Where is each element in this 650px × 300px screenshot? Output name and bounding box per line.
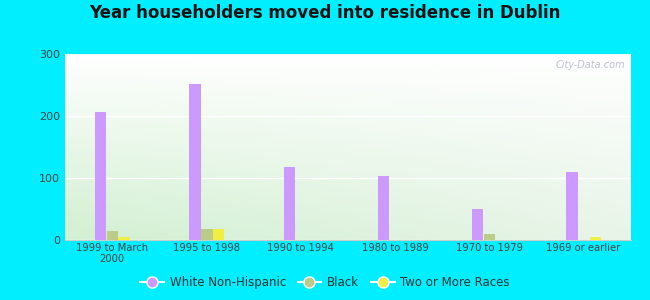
Bar [283,167,295,240]
Bar [566,172,578,240]
Bar [189,84,201,240]
Legend: White Non-Hispanic, Black, Two or More Races: White Non-Hispanic, Black, Two or More R… [135,272,515,294]
Bar [118,237,129,240]
Text: Year householders moved into residence in Dublin: Year householders moved into residence i… [89,4,561,22]
Bar [590,237,601,240]
Bar [202,229,213,240]
Bar [378,176,389,240]
Bar [484,234,495,240]
Bar [107,231,118,240]
Bar [95,112,107,240]
Bar [472,209,484,240]
Text: City-Data.com: City-Data.com [555,60,625,70]
Bar [213,229,224,240]
